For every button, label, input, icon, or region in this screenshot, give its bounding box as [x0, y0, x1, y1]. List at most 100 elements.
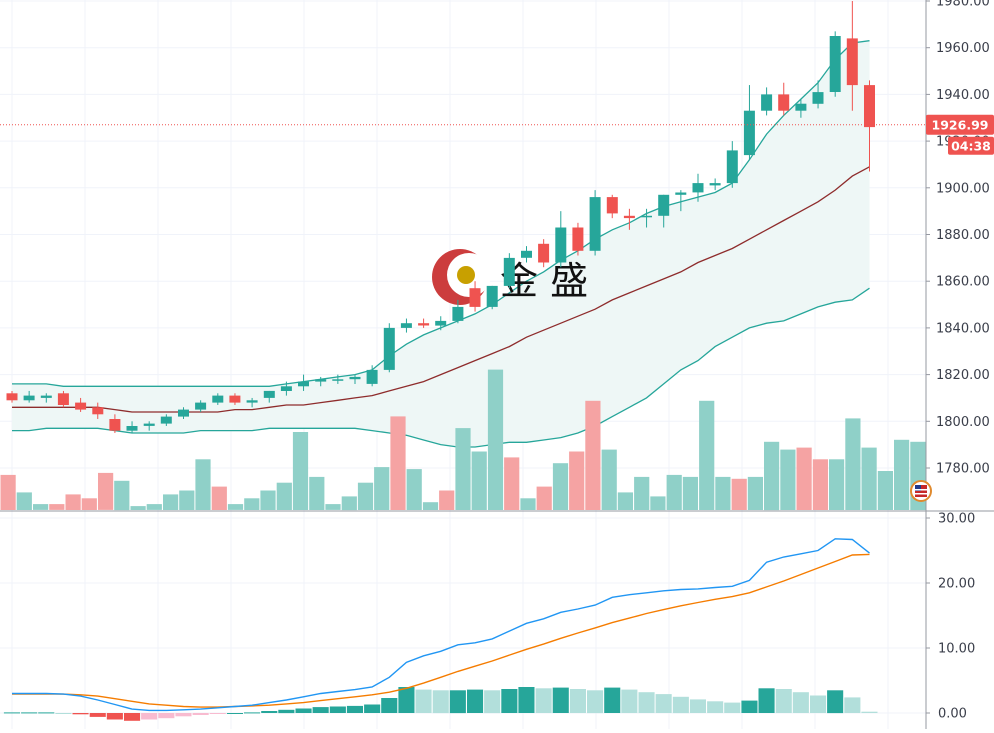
- volume-bar: [244, 498, 260, 510]
- macd-histogram-bar: [569, 689, 586, 713]
- candle-body: [521, 250, 532, 258]
- candle-body: [658, 194, 670, 216]
- volume-bar: [65, 494, 81, 510]
- candle-body: [486, 285, 498, 307]
- macd-histogram-bar: [21, 712, 38, 714]
- bollinger-fill: [12, 40, 870, 447]
- candle-body: [623, 215, 635, 219]
- volume-bar: [195, 459, 211, 510]
- countdown-badge-bg: [948, 136, 994, 155]
- macd-histogram-bar: [552, 687, 569, 713]
- candle-body: [846, 38, 858, 86]
- macd-histogram-bar: [381, 698, 398, 713]
- candle-body: [503, 257, 515, 286]
- price-tick-label: 1900.00: [936, 181, 990, 196]
- volume-bar: [747, 476, 763, 510]
- macd-histogram-bar: [792, 692, 809, 713]
- price-tick-label: 1780.00: [936, 462, 990, 477]
- volume-bar: [163, 494, 179, 510]
- candle-body: [366, 369, 378, 384]
- candle-body: [229, 395, 241, 403]
- volume-bar: [666, 474, 682, 510]
- candle-body: [212, 395, 224, 403]
- macd-histogram-bar: [621, 689, 638, 713]
- macd-histogram-bar: [295, 708, 312, 713]
- candle-body: [23, 395, 35, 401]
- volume-bar: [325, 504, 341, 510]
- macd-histogram-bar: [484, 690, 501, 714]
- price-tick-label: 1840.00: [936, 321, 990, 336]
- macd-histogram-bar: [501, 689, 518, 713]
- volume-bar: [81, 498, 97, 510]
- volume-bar: [520, 498, 536, 510]
- candle-body: [692, 183, 704, 193]
- volume-bar: [552, 463, 569, 510]
- macd-histogram-bar: [707, 701, 724, 713]
- volume-bar: [16, 492, 32, 510]
- macd-histogram-bar: [124, 713, 141, 721]
- macd-histogram-bar: [810, 695, 827, 713]
- macd-tick-label: 30.00: [938, 512, 975, 527]
- volume-bar: [634, 476, 650, 510]
- macd-histogram-bar: [226, 713, 243, 714]
- macd-histogram-bar: [192, 713, 209, 715]
- macd-histogram-bar: [689, 699, 706, 713]
- candle-body: [57, 393, 69, 405]
- candle-body: [829, 36, 841, 92]
- candle-body: [452, 306, 464, 321]
- volume-bar: [764, 441, 780, 511]
- currency-flag-icon[interactable]: [910, 480, 932, 502]
- macd-histogram-bar: [3, 712, 21, 714]
- volume-bars: [0, 369, 926, 511]
- volume-bar: [601, 449, 617, 510]
- volume-bar: [796, 447, 812, 510]
- macd-histogram-bar: [158, 713, 175, 719]
- macd-histogram-bar: [364, 704, 381, 713]
- macd-histogram-bar: [672, 696, 689, 714]
- candle-body: [143, 423, 155, 426]
- volume-bar: [341, 496, 357, 511]
- volume-bar: [33, 504, 49, 510]
- volume-bar: [845, 418, 861, 510]
- volume-bar: [276, 482, 292, 510]
- candlesticks: [6, 1, 875, 433]
- macd-indicator: [3, 538, 878, 721]
- price-tick-label: 1880.00: [936, 228, 990, 243]
- macd-histogram-bar: [587, 690, 604, 714]
- volume-bar: [569, 451, 585, 510]
- volume-bar: [211, 486, 227, 510]
- candle-body: [349, 376, 361, 380]
- candle-body: [383, 327, 395, 370]
- candle-body: [126, 426, 138, 431]
- volume-bar: [812, 459, 828, 510]
- macd-histogram-bar: [844, 697, 861, 713]
- macd-histogram-bar: [535, 688, 552, 713]
- volume-bar: [309, 476, 325, 510]
- macd-histogram-bar: [741, 700, 758, 713]
- macd-histogram-bar: [861, 711, 878, 713]
- macd-histogram-bar: [415, 689, 432, 713]
- volume-bar: [422, 502, 439, 510]
- macd-histogram-bar: [827, 690, 844, 714]
- price-badge-value: 1926.99: [932, 117, 989, 132]
- macd-main-line: [12, 538, 870, 712]
- macd-histogram-bar: [432, 690, 449, 714]
- volume-bar: [715, 476, 731, 510]
- macd-histogram-bar: [89, 713, 106, 717]
- macd-histogram-bar: [278, 709, 295, 714]
- price-tick-label: 1940.00: [936, 88, 990, 103]
- volume-bar: [130, 506, 146, 510]
- volume-bar: [829, 459, 845, 510]
- candle-body: [178, 409, 189, 417]
- volume-bar: [536, 486, 552, 510]
- volume-bar: [390, 416, 406, 510]
- candle-body: [589, 197, 601, 251]
- volume-bar: [780, 449, 796, 510]
- candle-body: [298, 381, 309, 387]
- candle-body: [726, 150, 738, 184]
- volume-bar: [617, 492, 633, 510]
- macd-histogram-bar: [724, 702, 741, 713]
- macd-histogram-bar: [55, 713, 72, 714]
